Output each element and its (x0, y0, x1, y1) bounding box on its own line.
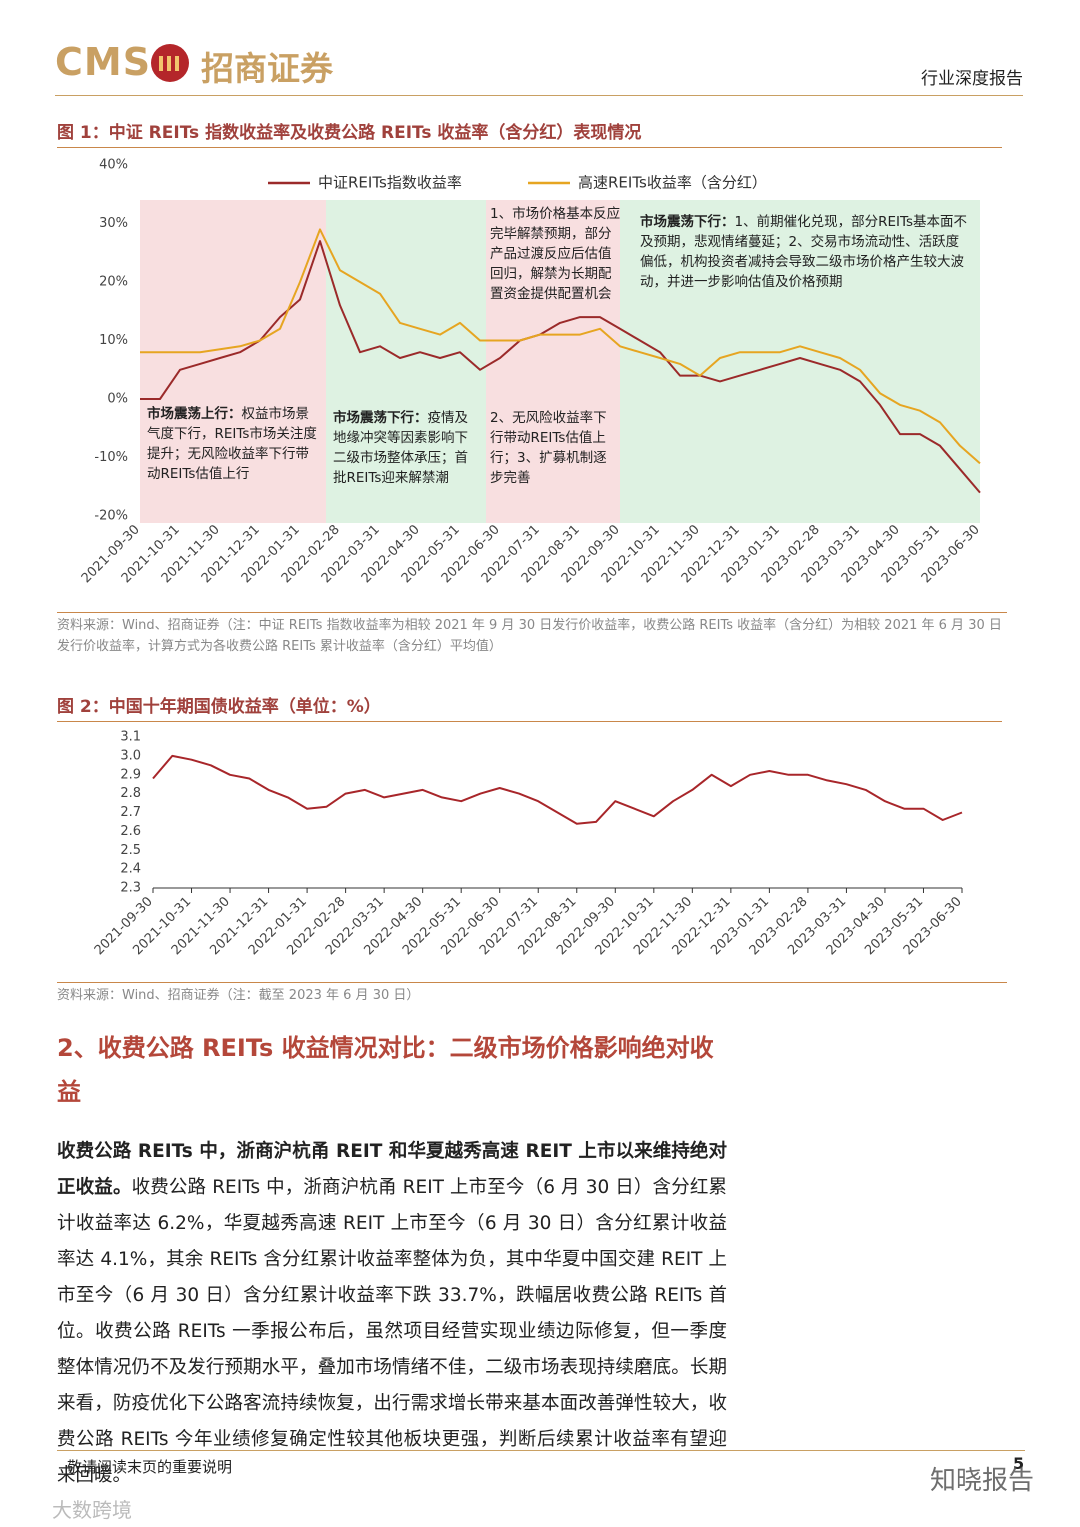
watermark: 知晓报告 (930, 1466, 1035, 1496)
annotation-label: 市场震荡下行： (640, 214, 735, 230)
report-type: 行业深度报告 (921, 69, 1023, 89)
logo-icon (151, 44, 189, 82)
annotation-text: 1、市场价格基本反应完毕解禁预期，部分产品过渡反应后估值回归，解禁为长期配置资金… (490, 206, 621, 302)
watermark: 大数跨境 (52, 1498, 132, 1522)
y-tick-label: 10% (99, 333, 128, 348)
y-tick-label: 20% (99, 275, 128, 290)
annotation: 市场震荡下行：1、前期催化兑现，部分REITs基本面不及预期，悲观情绪蔓延；2、… (640, 212, 970, 292)
annotation-text: 2、无风险收益率下行带动REITs估值上行；3、扩募机制逐步完善 (490, 410, 607, 486)
legend-label: 高速REITs收益率（含分红） (578, 174, 767, 192)
figure-title: 图 1：中证 REITs 指数收益率及收费公路 REITs 收益率（含分红）表现… (57, 118, 1002, 148)
y-tick-label: 40% (99, 158, 128, 173)
annotation-text: 权益市场景气度下行，REITs市场关注度提升；无风险收益率下行带动REITs估值… (147, 406, 317, 482)
y-tick-label: -10% (94, 450, 128, 465)
data-line (152, 754, 963, 825)
paragraph-lead: 收费公路 REITs 中，浙商沪杭甬 REIT 和华夏越秀高速 REIT 上市以… (57, 1141, 727, 1198)
data-line (140, 240, 981, 494)
annotation: 市场震荡上行：权益市场景气度下行，REITs市场关注度提升；无风险收益率下行带动… (147, 404, 317, 484)
section-heading: 2、收费公路 REITs 收益情况对比：二级市场价格影响绝对收益 (57, 1034, 714, 1106)
y-tick-label: 0% (107, 392, 128, 407)
logo-text: CMS (55, 40, 152, 84)
chart: -20%-10%0%10%20%30%40%2021-09-302021-10-… (79, 158, 983, 587)
y-tick-label: 2.7 (120, 805, 141, 820)
data-line (140, 228, 981, 465)
annotation: 市场震荡下行：疫情及地缘冲突等因素影响下二级市场整体承压；首批REITs迎来解禁… (333, 408, 481, 488)
annotation-text: 疫情及地缘冲突等因素影响下二级市场整体承压；首批REITs迎来解禁潮 (333, 410, 468, 486)
annotation: 1、市场价格基本反应完毕解禁预期，部分产品过渡反应后估值回归，解禁为长期配置资金… (490, 204, 622, 304)
body-paragraph: 收费公路 REITs 中，浙商沪杭甬 REIT 和华夏越秀高速 REIT 上市以… (57, 1134, 727, 1494)
y-tick-label: 2.6 (120, 824, 141, 839)
shade-region (486, 200, 620, 523)
footer-rule (57, 1450, 1025, 1451)
y-tick-label: 2.5 (120, 843, 141, 858)
y-tick-label: 2.9 (120, 767, 141, 782)
source-note: 资料来源：Wind、招商证券（注：截至 2023 年 6 月 30 日） (57, 982, 1007, 1006)
source-note: 资料来源：Wind、招商证券（注：中证 REITs 指数收益率为相较 2021 … (57, 612, 1007, 657)
shade-region (326, 200, 486, 523)
paragraph-text: 收费公路 REITs 中，浙商沪杭甬 REIT 上市至今（6 月 30 日）含分… (57, 1177, 727, 1486)
annotation-label: 市场震荡下行： (333, 410, 428, 426)
annotation: 2、无风险收益率下行带动REITs估值上行；3、扩募机制逐步完善 (490, 408, 620, 488)
y-tick-label: 3.1 (120, 730, 141, 745)
y-tick-label: 2.8 (120, 786, 141, 801)
shade-region (140, 200, 326, 523)
shade-region (620, 200, 980, 523)
header-rule (55, 95, 1023, 96)
legend-label: 中证REITs指数收益率 (318, 174, 462, 192)
y-tick-label: -20% (94, 509, 128, 524)
company-name: 招商证券 (201, 49, 333, 88)
figure-title: 图 2：中国十年期国债收益率（单位：%） (57, 692, 1002, 722)
annotation-text: 1、前期催化兑现，部分REITs基本面不及预期，悲观情绪蔓延；2、交易市场流动性… (640, 214, 968, 290)
y-tick-label: 30% (99, 216, 128, 231)
footer-note: 敬请阅读末页的重要说明 (67, 1458, 233, 1476)
y-tick-label: 3.0 (120, 748, 141, 763)
page-number: 5 (1013, 1454, 1025, 1473)
chart: 2.32.42.52.62.72.82.93.03.12021-09-30202… (92, 730, 965, 959)
y-tick-label: 2.3 (120, 881, 141, 896)
y-tick-label: 2.4 (120, 862, 141, 877)
annotation-label: 市场震荡上行： (147, 406, 242, 422)
